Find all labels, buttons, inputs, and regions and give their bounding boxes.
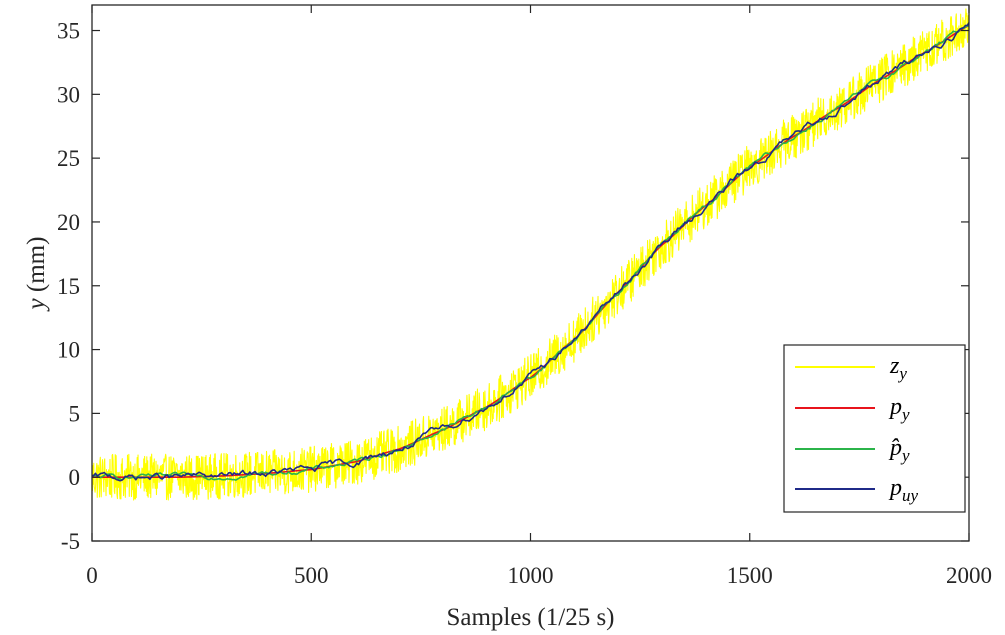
y-axis-label-var: y [23, 297, 50, 312]
x-tick-label: 2000 [946, 563, 992, 588]
legend-label-base: p [888, 475, 902, 501]
x-tick-label: 1500 [727, 563, 773, 588]
y-tick-label: 30 [57, 82, 80, 107]
legend-label-sub: uy [902, 486, 919, 505]
legend-label-sub: y [900, 446, 910, 465]
legend-box [783, 344, 966, 513]
series-line-p-uy [92, 22, 969, 482]
legend-label-base: p [888, 394, 902, 420]
x-axis-label: Samples (1/25 s) [446, 604, 614, 631]
legend-label: p̂y [888, 435, 910, 465]
y-tick-label: 5 [69, 401, 81, 426]
y-axis-label: y (mm) [23, 237, 50, 313]
x-tick-label: 500 [294, 563, 329, 588]
legend-label: zy [889, 353, 907, 383]
y-tick-label: 35 [57, 19, 80, 44]
legend-label-sub: y [897, 364, 907, 383]
legend-label-sub: y [900, 405, 910, 424]
y-axis-label-unit: (mm) [23, 237, 50, 299]
x-tick-label: 1000 [508, 563, 554, 588]
y-tick-label: 0 [69, 465, 81, 490]
series-layer [92, 8, 969, 501]
y-tick-label: -5 [61, 529, 80, 554]
legend-label: py [888, 394, 910, 424]
legend-label-base: z [889, 353, 900, 379]
y-tick-label: 25 [57, 146, 80, 171]
y-tick-label: 20 [57, 210, 80, 235]
legend-label-base: p̂ [888, 435, 902, 461]
legend-label: puy [888, 475, 919, 505]
x-tick-label: 0 [86, 563, 98, 588]
y-tick-label: 15 [57, 274, 80, 299]
y-tick-label: 10 [57, 338, 80, 363]
